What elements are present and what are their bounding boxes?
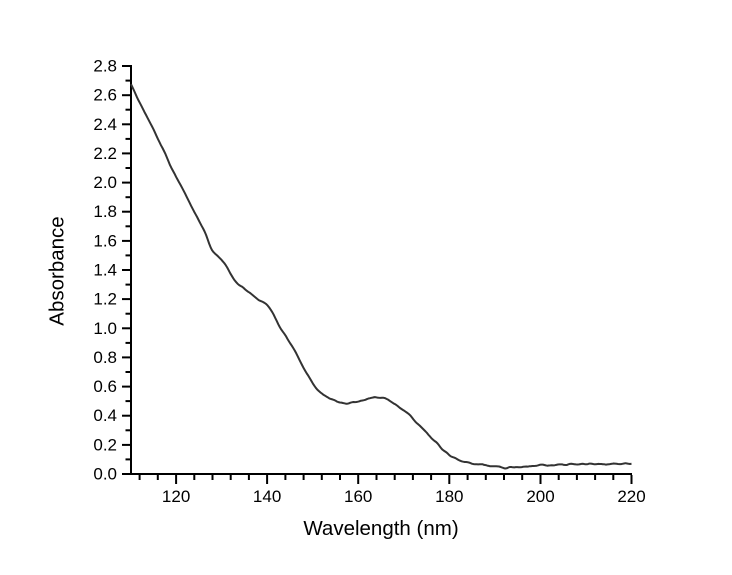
svg-text:120: 120 <box>162 487 190 506</box>
svg-text:1.4: 1.4 <box>93 261 117 280</box>
svg-text:0.0: 0.0 <box>93 465 117 484</box>
svg-text:140: 140 <box>253 487 281 506</box>
svg-text:0.6: 0.6 <box>93 377 117 396</box>
svg-text:0.8: 0.8 <box>93 348 117 367</box>
svg-text:220: 220 <box>617 487 645 506</box>
svg-text:2.6: 2.6 <box>93 86 117 105</box>
svg-text:2.0: 2.0 <box>93 173 117 192</box>
svg-text:2.2: 2.2 <box>93 144 117 163</box>
svg-text:2.4: 2.4 <box>93 115 117 134</box>
svg-text:180: 180 <box>435 487 463 506</box>
svg-text:1.0: 1.0 <box>93 319 117 338</box>
svg-text:0.4: 0.4 <box>93 406 117 425</box>
svg-text:Wavelength (nm): Wavelength (nm) <box>303 517 458 540</box>
svg-text:Absorbance: Absorbance <box>46 216 69 325</box>
svg-text:1.8: 1.8 <box>93 202 117 221</box>
svg-text:1.6: 1.6 <box>93 231 117 250</box>
svg-text:200: 200 <box>526 487 554 506</box>
svg-text:2.8: 2.8 <box>93 57 117 76</box>
svg-text:1.2: 1.2 <box>93 290 117 309</box>
svg-text:0.2: 0.2 <box>93 435 117 454</box>
svg-text:160: 160 <box>344 487 372 506</box>
